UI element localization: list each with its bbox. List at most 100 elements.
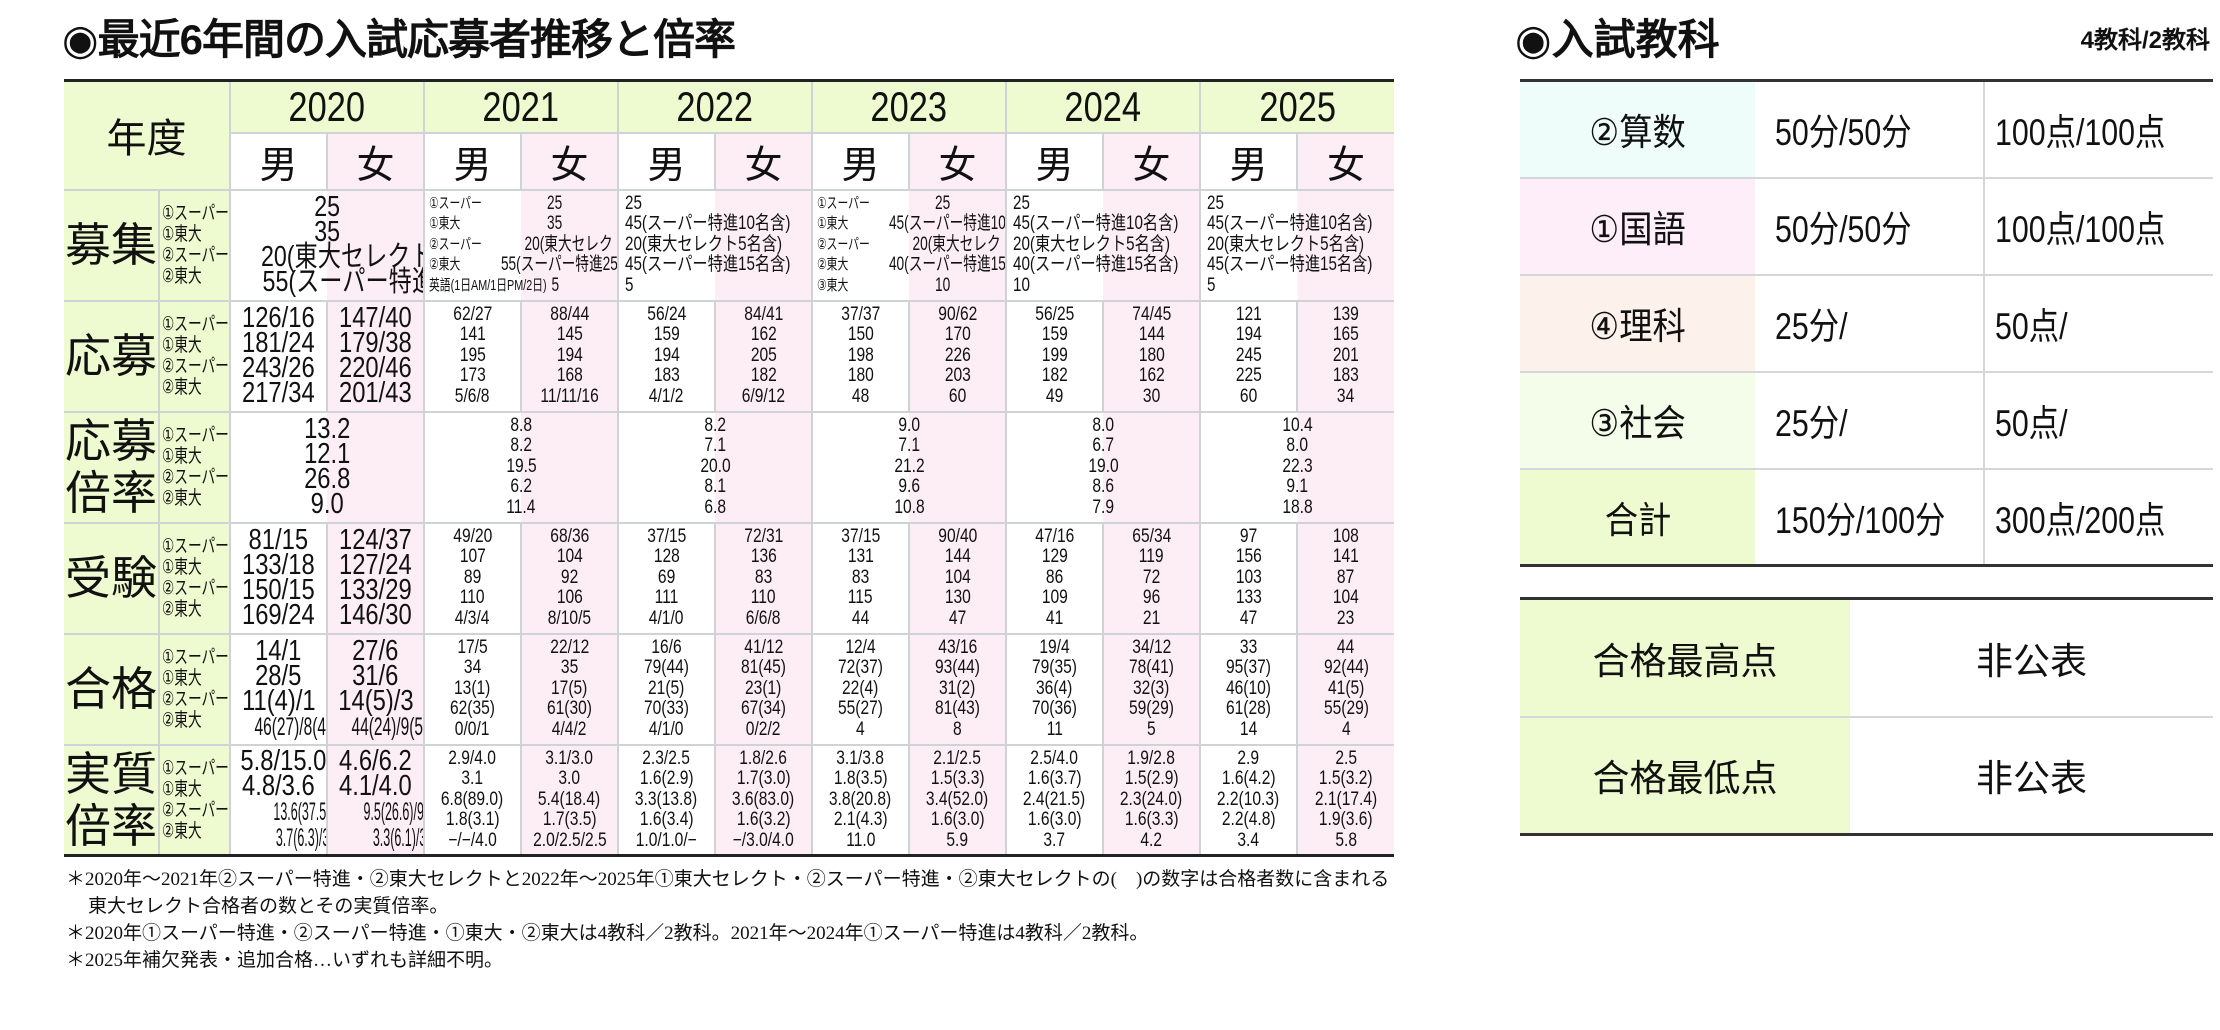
row-label-line: 合格 (65, 663, 157, 715)
recruit-line: 45(スーパー特進15名含) (625, 254, 791, 276)
value: 2.2(10.3) (1217, 788, 1280, 810)
female-cell: 43/16 93(44) 31(2) 81(43) 8 (908, 632, 1007, 746)
value: 165 (1332, 324, 1359, 346)
value: 2.3(24.0) (1120, 788, 1183, 810)
recruit-line: 45(スーパー特進15名含) (1207, 254, 1373, 276)
female-cell: 90/40 144 104 130 47 (908, 521, 1007, 635)
sublabel: ①スーパー (162, 425, 229, 446)
value: 61(30) (546, 698, 593, 720)
female-cell: 72/31 136 83 110 6/6/8 (714, 521, 813, 635)
value: 44 (851, 607, 870, 629)
female-header: 女 (1102, 131, 1201, 191)
value: 1.9(3.6) (1319, 809, 1373, 830)
value: 205 (750, 344, 777, 366)
female-header: 女 (1296, 131, 1394, 191)
recruit-line: 45(スーパー特進10名含) (1013, 213, 1179, 235)
value: 19/4 (1039, 636, 1070, 658)
subject-row: ③社会 25分/50点/ (1520, 371, 2213, 470)
value: 119 (1139, 546, 1164, 568)
value: 32(3) (1133, 677, 1170, 699)
value: 133/29 (339, 574, 412, 606)
row-5: 実質 倍率 ①スーパー ①東大 ②スーパー ②東大 5.8/15.0 4.8/3.6 13.6(… (64, 743, 1394, 857)
value: 2.1(4.3) (833, 809, 888, 830)
value: 5.4(18.4) (538, 788, 601, 810)
male-header: 男 (811, 131, 910, 191)
value: 109 (1041, 587, 1068, 609)
value: 1.6(3.7) (1027, 768, 1082, 789)
score-row: 合格最高点 非公表 (1520, 598, 2213, 718)
female-cell: 147/40 179/38 220/46 201/43 (326, 299, 425, 413)
sublabel: ①東大 (162, 224, 202, 245)
value: 4.8/3.6 (242, 769, 315, 802)
value: 201/43 (339, 377, 412, 409)
value: 8 (953, 718, 962, 740)
row-label: 受験 (64, 521, 160, 635)
value: 97 (1239, 525, 1258, 547)
value: 72/31 (743, 525, 783, 547)
value: 28/5 (255, 659, 302, 692)
value: 61(28) (1225, 698, 1272, 720)
row-label: 合格 (64, 632, 160, 746)
subject-time: 50分/50分 (1755, 80, 1984, 179)
value: 0/0/1 (455, 718, 490, 740)
value: 2.2(4.8) (1221, 809, 1276, 830)
value: 92 (560, 566, 579, 588)
recruit-line: 25 (1207, 192, 1224, 214)
ratio-value: 20.0 (699, 455, 731, 477)
value: 60 (1239, 385, 1258, 407)
male-cell: 81/15 133/18 150/15 169/24 (229, 521, 328, 635)
subject-points: 100点/100点 (1982, 80, 2213, 179)
value: 8/10/5 (547, 607, 592, 629)
footnote: ＊2020年①スーパー特進・②スーパー特進・①東大・②東大は4教科／2教科。20… (66, 923, 1149, 944)
male-header: 男 (1199, 131, 1298, 191)
value: 14/1 (255, 634, 302, 667)
male-cell: 37/15 128 69 111 4/1/0 (617, 521, 716, 635)
value: 44(24)/9(5) (351, 712, 424, 741)
row-label: 募集 (64, 188, 160, 302)
value: 41/12 (743, 636, 783, 658)
female-cell: 108 141 87 104 23 (1296, 521, 1394, 635)
ratio-cell: 9.0 7.1 21.2 9.6 10.8 (811, 410, 1007, 524)
ratio-value: 10.8 (893, 496, 925, 518)
value: 31(2) (939, 677, 976, 699)
sublabel: ②東大 (162, 488, 202, 509)
value: 162 (750, 324, 777, 346)
male-cell: 14/1 28/5 11(4)/1 46(27)/8(4) (229, 632, 328, 746)
ratio-value: 11.4 (506, 496, 536, 518)
male-cell: 16/6 79(44) 21(5) 70(33) 4/1/0 (617, 632, 716, 746)
value: 13.6(37.5)/15.0 (273, 797, 327, 826)
value: 5.8 (1335, 829, 1357, 851)
recruit-line: 5 (625, 274, 634, 296)
value: 183 (653, 365, 680, 387)
row-label-line: 募集 (65, 219, 157, 271)
recruit-line: 5 (1207, 274, 1216, 296)
subject-row: 合計 150分/100分 300点/200点 (1520, 468, 2213, 566)
sublabel: ①スーパー (162, 314, 229, 335)
ratio-value: 9.6 (898, 476, 920, 498)
value: 23 (1337, 607, 1355, 629)
male-cell: 37/37 150 198 180 48 (811, 299, 910, 413)
value: 4/1/0 (649, 718, 684, 740)
ratio-value: 21.2 (893, 455, 925, 477)
male-cell: 56/25 159 199 182 49 (1005, 299, 1104, 413)
sublabels: ①スーパー ①東大 ②スーパー ②東大 (158, 410, 231, 524)
value: 179/38 (339, 327, 412, 359)
value: 72 (1142, 566, 1161, 588)
recruit-cell: ①スーパー25①東大45(スーパー特進10名含)②スーパー20(東大セレクト5名… (811, 188, 1007, 302)
value: 2.1(17.4) (1314, 788, 1378, 810)
row-1: 応募 ①スーパー ①東大 ②スーパー ②東大 126/16 181/24 243/26 217/… (64, 299, 1394, 413)
male-cell: 3.1/3.8 1.8(3.5) 3.8(20.8) 2.1(4.3) 11.0 (811, 743, 910, 857)
footnote: ＊2020年～2021年②スーパー特進・②東大セレクトと2022年～2025年①… (66, 869, 1390, 917)
recruit-line: 40(スーパー特進15名含) (1013, 254, 1179, 276)
row-4: 合格 ①スーパー ①東大 ②スーパー ②東大 14/1 28/5 11(4)/1 46(27)/… (64, 632, 1394, 746)
row-2: 応募 倍率 ①スーパー ①東大 ②スーパー ②東大 13.2 12.1 26.8 9.0 8.8 8.… (64, 410, 1394, 524)
male-header: 男 (230, 131, 328, 191)
female-cell: 27/6 31/6 14(5)/3 44(24)/9(5) (326, 632, 425, 746)
female-cell: 34/12 78(41) 32(3) 59(29) 5 (1102, 632, 1201, 746)
female-cell: 2.5 1.5(3.2) 2.1(17.4) 1.9(3.6) 5.8 (1296, 743, 1394, 857)
value: 194 (556, 344, 583, 366)
ratio-value: 7.1 (704, 435, 726, 457)
male-cell: 126/16 181/24 243/26 217/34 (229, 299, 328, 413)
value: 1.6(3.4) (639, 809, 694, 830)
